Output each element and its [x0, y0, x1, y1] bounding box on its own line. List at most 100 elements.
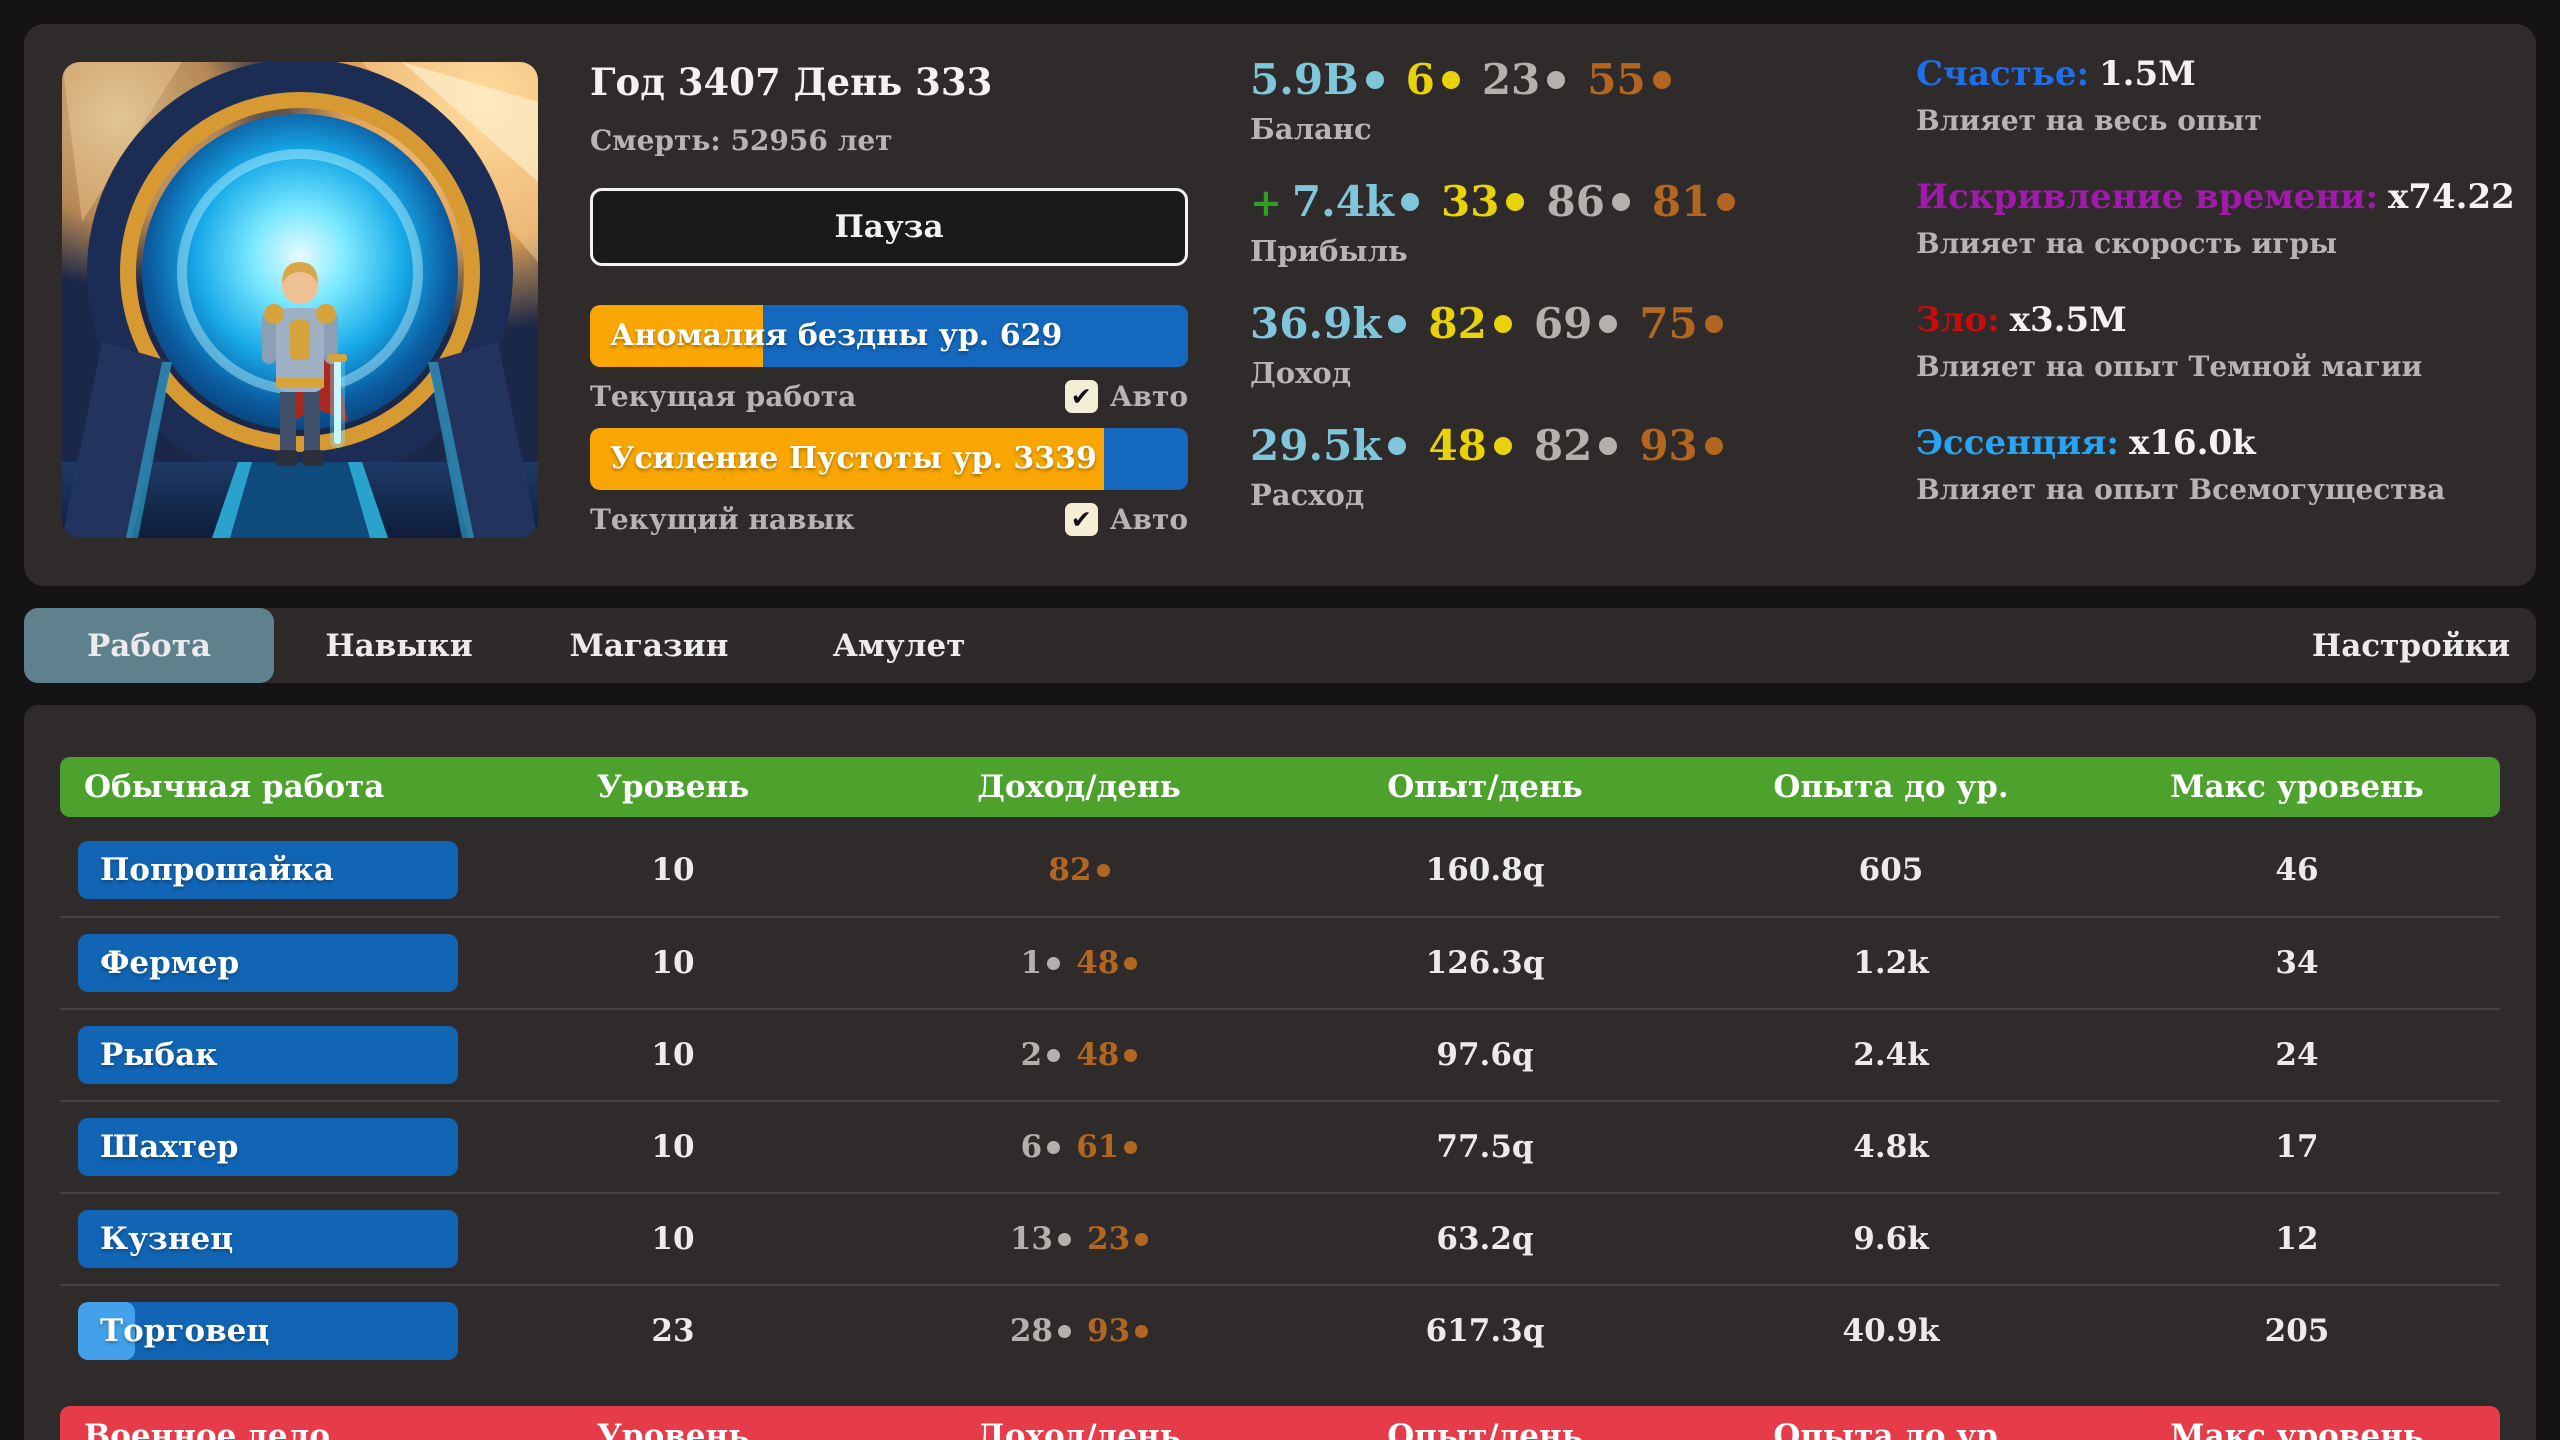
stat-line: Зло: x3.5M [1916, 300, 2524, 340]
job-button-попрошайка[interactable]: Попрошайка [78, 841, 458, 899]
current-skill-auto: ✔ Авто [1064, 502, 1188, 536]
income-value: 2 [1020, 1037, 1043, 1073]
currency-label: Расход [1250, 478, 1365, 512]
auto-skill-checkbox[interactable]: ✔ [1064, 502, 1098, 536]
income-cell: 13 23 [876, 1221, 1282, 1257]
coin-silver-icon [1047, 1140, 1061, 1154]
income-value: 6 [1020, 1129, 1043, 1165]
table-row: Торговец 23 28 93 617.3q 40.9k 205 [60, 1284, 2500, 1376]
currency-amount: 7.4k [1292, 176, 1420, 228]
column-header: Уровень [596, 1418, 750, 1440]
coin-platinum-icon [1401, 193, 1420, 211]
max-level-cell: 24 [2275, 1037, 2319, 1073]
tab-работа[interactable]: Работа [24, 608, 274, 683]
income-value: 61 [1076, 1129, 1120, 1165]
xp-to-level-cell: 2.4k [1853, 1037, 1929, 1073]
coin-platinum-icon [1365, 71, 1384, 89]
currency-value: 29.5k [1250, 421, 1382, 470]
job-button-шахтер[interactable]: Шахтер [78, 1118, 458, 1176]
job-name: Кузнец [100, 1221, 234, 1257]
job-cell: Кузнец [60, 1210, 470, 1268]
income-cell: 6 61 [876, 1129, 1282, 1165]
coin-silver-icon [1599, 437, 1618, 455]
currency-block: 29.5k 48 82 93 Расход [1250, 420, 1890, 542]
job-button-фермер[interactable]: Фермер [78, 934, 458, 992]
coin-gold-icon [1441, 71, 1460, 89]
currency-amount: 82 [1534, 420, 1618, 472]
coin-gold-icon [1493, 437, 1512, 455]
tab-настройки[interactable]: Настройки [2311, 627, 2511, 664]
current-skill-bar-fill [590, 428, 1105, 490]
stat-line: Эссенция: x16.0k [1916, 423, 2524, 463]
column-header: Опыта до ур. [1773, 1418, 2009, 1440]
table-row: Попрошайка 10 82 160.8q 605 46 [60, 824, 2500, 916]
max-level-cell: 17 [2275, 1129, 2319, 1165]
column-header: Опыт/день [1387, 1418, 1583, 1440]
stat-block: Искривление времени: x74.22 Влияет на скор… [1916, 177, 2524, 300]
job-button-кузнец[interactable]: Кузнец [78, 1210, 458, 1268]
coin-copper-icon [1652, 71, 1671, 89]
table-row: Кузнец 10 13 23 63.2q 9.6k 12 [60, 1192, 2500, 1284]
table-row: Фермер 10 1 48 126.3q 1.2k 34 [60, 916, 2500, 1008]
status-panel: Год 3407 День 333 Смерть: 52956 лет Пауз… [24, 24, 2536, 586]
tab-магазин[interactable]: Магазин [569, 627, 729, 664]
currency-value: 6 [1405, 55, 1435, 104]
character-portrait-art [62, 62, 538, 538]
stat-value: x3.5M [2009, 300, 2127, 340]
currency-amount: 33 [1441, 176, 1525, 228]
stat-name: Искривление времени: [1916, 177, 2379, 217]
tab-навыки[interactable]: Навыки [325, 627, 473, 664]
income-value: 28 [1009, 1313, 1053, 1349]
coin-copper-icon [1124, 1140, 1138, 1154]
currency-value: 48 [1428, 421, 1487, 470]
table-row: Шахтер 10 6 61 77.5q 4.8k 17 [60, 1100, 2500, 1192]
stat-name: Счастье: [1916, 54, 2090, 94]
income-amount: 1 [1021, 945, 1061, 981]
income-amount: 48 [1076, 945, 1138, 981]
job-cell: Попрошайка [60, 841, 470, 899]
coin-copper-icon [1124, 1048, 1138, 1062]
currency-amounts: 36.9k 82 69 75 [1250, 298, 1890, 350]
coin-copper-icon [1135, 1324, 1149, 1338]
currency-amount: 69 [1534, 298, 1618, 350]
current-work-auto: ✔ Авто [1064, 379, 1188, 413]
coin-silver-icon [1047, 956, 1061, 970]
income-amount: 28 [1010, 1313, 1071, 1349]
coin-copper-icon [1704, 437, 1723, 455]
current-work-caption-row: Текущая работа ✔ Авто [590, 375, 1188, 417]
job-cell: Фермер [60, 934, 470, 992]
xp-to-level-cell: 605 [1858, 852, 1924, 888]
job-cell: Шахтер [60, 1118, 470, 1176]
table-row: Рыбак 10 2 48 97.6q 2.4k 24 [60, 1008, 2500, 1100]
current-work-bar-fill [590, 305, 764, 367]
auto-work-checkbox[interactable]: ✔ [1064, 379, 1098, 413]
currency-amount: 55 [1587, 54, 1671, 106]
coin-silver-icon [1047, 1048, 1061, 1062]
stat-name: Зло: [1916, 300, 2000, 340]
currency-amount: 75 [1639, 298, 1723, 350]
stats: Счастье: 1.5M Влияет на весь опыт Искривлен… [1916, 54, 2524, 546]
coin-silver-icon [1611, 193, 1630, 211]
income-amount: 23 [1087, 1221, 1149, 1257]
income-cell: 1 48 [876, 945, 1282, 981]
pause-button[interactable]: Пауза [590, 188, 1188, 266]
tab-амулет[interactable]: Амулет [832, 627, 966, 664]
currency-value: 93 [1639, 421, 1698, 470]
currency-block: 36.9k 82 69 75 Доход [1250, 298, 1890, 420]
job-button-торговец[interactable]: Торговец [78, 1302, 458, 1360]
stat-description: Влияет на весь опыт [1916, 104, 2262, 137]
jobs-table-header: Обычная работа Уровень Доход/день Опыт/день… [60, 757, 2500, 817]
currency-amount: 93 [1639, 420, 1723, 472]
game-date: Год 3407 День 333 [590, 60, 993, 104]
xp-per-day-cell: 160.8q [1425, 852, 1545, 888]
coin-copper-icon [1704, 315, 1723, 333]
stat-description: Влияет на опыт Всемогущества [1916, 473, 2446, 506]
currency-block: +7.4k 33 86 81 Прибыль [1250, 176, 1890, 298]
profit-plus-sign: + [1250, 179, 1282, 225]
job-progress-fill [78, 1302, 135, 1360]
column-header: Макс уровень [2170, 1418, 2424, 1440]
coin-silver-icon [1547, 71, 1566, 89]
stat-value: 1.5M [2099, 54, 2196, 94]
currency-value: 33 [1441, 177, 1500, 226]
job-button-рыбак[interactable]: Рыбак [78, 1026, 458, 1084]
